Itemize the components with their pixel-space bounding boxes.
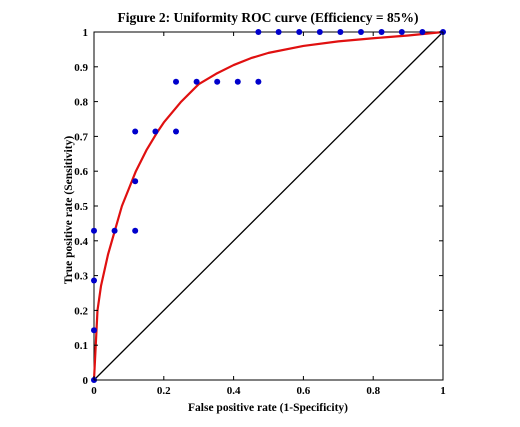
roc-data-point bbox=[419, 29, 426, 35]
chart-title: Figure 2: Uniformity ROC curve (Efficien… bbox=[117, 10, 418, 25]
y-tick-label: 0.3 bbox=[74, 271, 88, 283]
x-tick-label: 1 bbox=[440, 385, 446, 397]
roc-data-point bbox=[173, 128, 180, 135]
y-tick-label: 0.2 bbox=[74, 305, 88, 317]
y-tick-label: 0.5 bbox=[74, 201, 88, 213]
roc-data-point bbox=[132, 227, 139, 234]
y-tick-label: 0.1 bbox=[74, 340, 88, 352]
diagonal-reference-line bbox=[93, 31, 444, 381]
roc-data-point bbox=[296, 29, 303, 35]
x-tick-label: 0.6 bbox=[297, 385, 311, 397]
plot-area bbox=[91, 29, 446, 383]
roc-data-point bbox=[91, 277, 97, 284]
roc-data-point bbox=[337, 29, 344, 35]
x-tick-label: 0.2 bbox=[157, 385, 171, 397]
x-tick-label: 0.8 bbox=[366, 385, 380, 397]
roc-data-point bbox=[152, 128, 159, 135]
roc-data-point bbox=[275, 29, 282, 35]
x-tick-label: 0 bbox=[91, 385, 97, 397]
roc-data-point bbox=[91, 227, 97, 234]
x-tick-label: 0.4 bbox=[227, 385, 241, 397]
roc-data-point bbox=[398, 29, 405, 35]
roc-data-point bbox=[193, 78, 200, 85]
roc-data-point bbox=[378, 29, 385, 35]
x-axis-title: False positive rate (1-Specificity) bbox=[188, 402, 348, 414]
y-tick-label: 0.4 bbox=[74, 236, 88, 248]
roc-data-point bbox=[91, 327, 97, 334]
y-tick-label: 0.7 bbox=[74, 131, 88, 143]
x-axis-ticks: 0 0.2 0.4 0.6 0.8 1 bbox=[91, 32, 446, 397]
y-axis-title: True positive rate (Sensitivity) bbox=[63, 136, 75, 284]
y-axis-ticks: 0 0.1 0.2 0.3 0.4 0.5 0.6 0.7 0.8 0.9 1 bbox=[74, 27, 443, 387]
roc-data-point bbox=[357, 29, 364, 35]
roc-data-point bbox=[111, 227, 118, 234]
y-tick-label: 0.8 bbox=[74, 97, 88, 109]
roc-data-point bbox=[234, 78, 241, 85]
y-tick-label: 1 bbox=[83, 27, 89, 39]
roc-data-point bbox=[316, 29, 323, 35]
roc-data-point bbox=[132, 178, 139, 185]
roc-data-point bbox=[255, 29, 262, 35]
y-tick-label: 0.6 bbox=[74, 166, 88, 178]
roc-data-point bbox=[173, 78, 180, 85]
roc-data-point bbox=[214, 78, 221, 85]
roc-data-point bbox=[255, 78, 262, 85]
y-tick-label: 0 bbox=[83, 375, 89, 387]
fitted-roc-curve bbox=[92, 30, 444, 381]
roc-data-point bbox=[132, 128, 139, 135]
y-tick-label: 0.9 bbox=[74, 62, 88, 74]
